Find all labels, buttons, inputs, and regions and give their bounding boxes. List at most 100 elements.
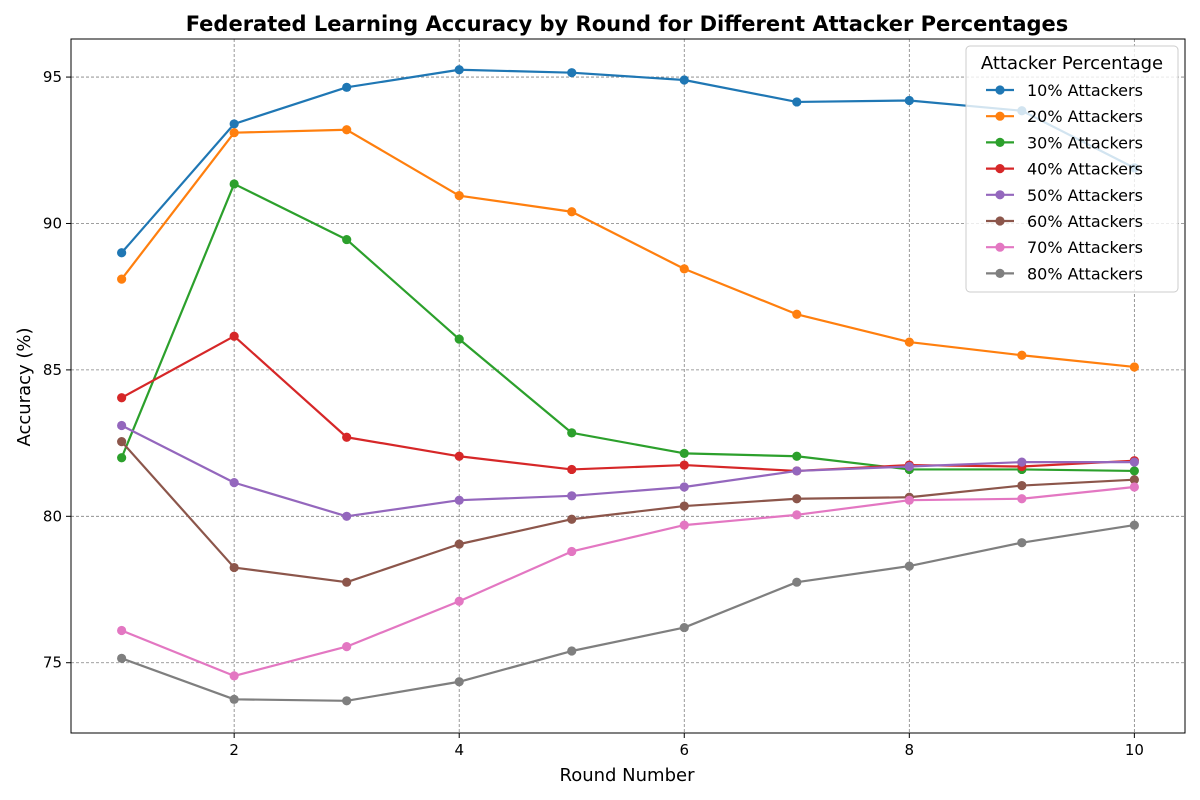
data-point — [904, 337, 914, 347]
data-point — [1129, 475, 1139, 485]
data-point — [679, 460, 689, 470]
data-point — [229, 179, 239, 189]
x-tick-label: 10 — [1125, 741, 1144, 759]
data-point — [342, 234, 352, 245]
data-point — [229, 119, 239, 129]
data-point — [117, 453, 127, 463]
data-point — [342, 696, 352, 706]
data-point — [1017, 494, 1027, 504]
data-point — [792, 451, 802, 461]
legend-item: 80% Attackers — [986, 264, 1143, 283]
series-7 — [117, 482, 1139, 681]
data-point — [792, 466, 802, 476]
series-8 — [117, 520, 1139, 706]
data-point — [567, 646, 577, 656]
data-point — [229, 128, 239, 138]
data-point — [567, 464, 577, 475]
data-point — [679, 482, 689, 492]
series-2 — [117, 125, 1139, 372]
series-3 — [117, 179, 1139, 476]
chart-title: Federated Learning Accuracy by Round for… — [186, 12, 1069, 36]
legend-swatch-marker — [995, 242, 1005, 252]
series-line — [120, 182, 1135, 473]
data-point — [904, 95, 914, 106]
legend-item: 20% Attackers — [986, 107, 1143, 126]
legend-item: 70% Attackers — [986, 238, 1143, 257]
data-point — [454, 677, 464, 687]
legend-item: 30% Attackers — [986, 133, 1143, 152]
data-point — [792, 510, 802, 520]
series-line — [121, 335, 1135, 473]
data-point — [229, 562, 239, 573]
data-point — [454, 191, 464, 201]
legend-item: 10% Attackers — [986, 81, 1143, 100]
data-point — [117, 393, 127, 403]
data-point — [342, 642, 352, 652]
x-tick-label: 6 — [679, 741, 689, 759]
data-point — [1129, 482, 1139, 492]
data-point — [1129, 520, 1139, 530]
data-point — [679, 501, 689, 511]
legend-label: 70% Attackers — [1027, 238, 1143, 257]
series-line — [121, 485, 1135, 677]
data-point — [567, 207, 577, 217]
data-point — [342, 432, 352, 442]
data-point — [1017, 480, 1027, 491]
series-line — [121, 424, 1135, 518]
legend-item: 40% Attackers — [986, 160, 1143, 179]
legend-swatch-marker — [995, 216, 1005, 226]
data-point — [904, 461, 914, 472]
y-tick-label: 75 — [43, 654, 62, 672]
legend-box — [965, 45, 1179, 293]
data-point — [567, 428, 577, 438]
series-4 — [117, 331, 1139, 476]
data-point — [229, 671, 239, 681]
data-point — [792, 577, 802, 587]
legend-label: 40% Attackers — [1027, 160, 1143, 179]
data-point — [117, 420, 127, 431]
plot-frame — [70, 38, 1186, 734]
x-tick-label: 8 — [905, 741, 915, 759]
data-point — [454, 495, 464, 505]
data-point — [567, 514, 577, 524]
y-axis-label: Accuracy (%) — [14, 327, 35, 446]
legend-item: 50% Attackers — [986, 186, 1143, 205]
data-point — [679, 520, 689, 530]
data-point — [229, 478, 239, 488]
legend-swatch-marker — [995, 268, 1005, 278]
data-point — [792, 309, 802, 319]
data-point — [1129, 362, 1139, 372]
data-point — [117, 437, 127, 447]
data-point — [342, 577, 352, 587]
data-point — [567, 546, 577, 557]
legend: Attacker Percentage 10% Attackers 20% Atta… — [965, 45, 1179, 293]
y-axis: 75 80 85 90 95 — [43, 68, 71, 672]
data-point — [454, 539, 464, 549]
legend-label: 60% Attackers — [1027, 212, 1143, 231]
series-line — [120, 128, 1135, 369]
series-line — [121, 524, 1135, 702]
data-point — [454, 596, 464, 606]
data-point — [454, 65, 464, 75]
data-point — [117, 248, 127, 258]
x-tick-label: 4 — [454, 741, 464, 759]
legend-swatch-marker — [995, 164, 1005, 174]
legend-label: 80% Attackers — [1027, 264, 1143, 283]
series-5 — [117, 420, 1139, 521]
data-point — [679, 448, 689, 458]
data-point — [904, 495, 914, 505]
data-point — [1129, 457, 1139, 467]
legend-swatch-marker — [995, 85, 1005, 95]
data-point — [1129, 466, 1139, 476]
y-tick-label: 80 — [43, 507, 62, 525]
data-point — [904, 561, 914, 571]
data-point — [567, 491, 577, 501]
legend-label: 10% Attackers — [1027, 81, 1143, 100]
data-point — [229, 694, 239, 704]
data-point — [229, 331, 239, 341]
x-axis: 2 4 6 8 10 — [229, 733, 1144, 759]
legend-item: 60% Attackers — [986, 212, 1143, 231]
data-point — [117, 625, 127, 636]
y-tick-label: 85 — [43, 361, 62, 379]
